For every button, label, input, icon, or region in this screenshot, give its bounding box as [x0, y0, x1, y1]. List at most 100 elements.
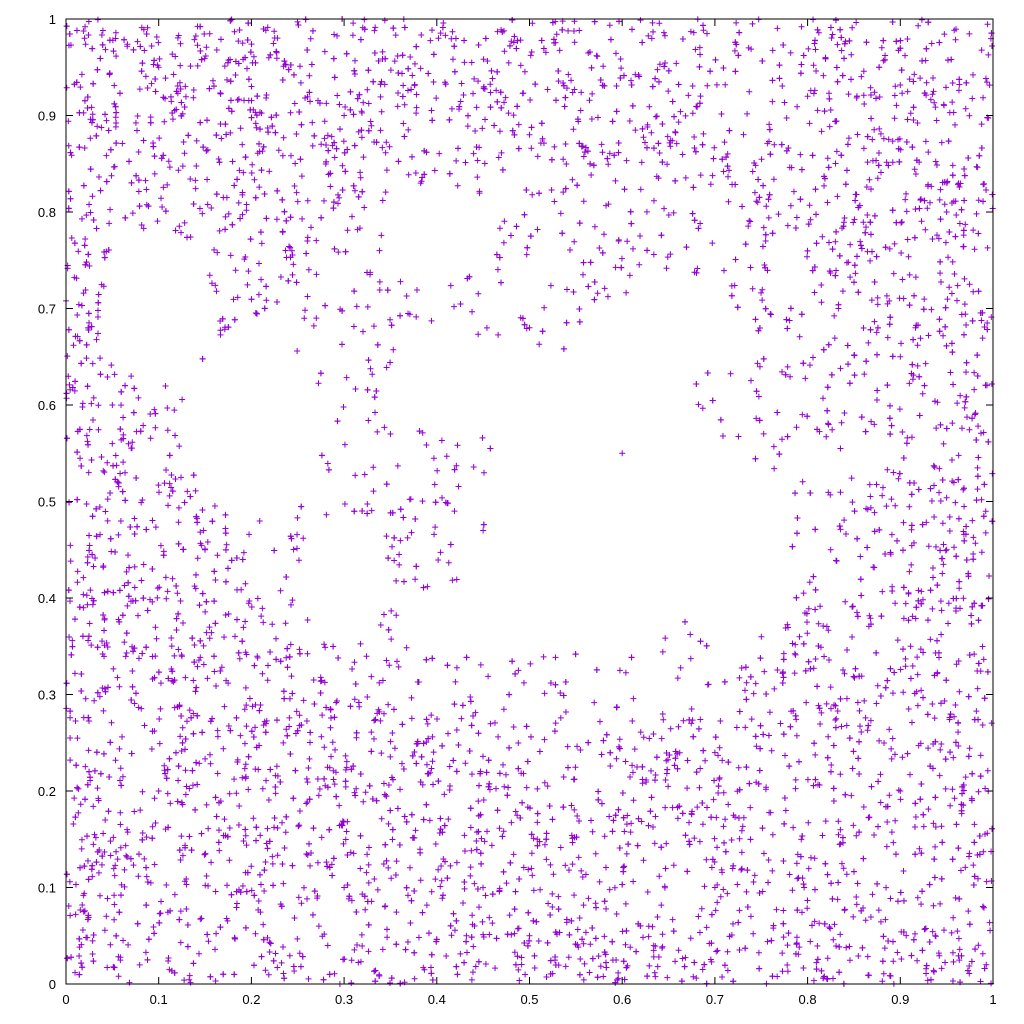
data-point: [67, 149, 74, 156]
data-point: [263, 777, 270, 784]
data-point: [684, 757, 691, 764]
data-point: [731, 47, 738, 54]
data-point: [696, 929, 703, 936]
data-point: [156, 584, 163, 591]
data-point: [330, 767, 337, 774]
data-point: [831, 312, 838, 319]
data-point: [807, 665, 814, 672]
data-point: [873, 329, 880, 336]
data-point: [956, 184, 963, 191]
data-point: [214, 770, 221, 777]
data-point: [574, 926, 581, 933]
data-point: [800, 360, 807, 367]
data-point: [75, 809, 82, 816]
data-point: [837, 771, 844, 778]
data-point: [302, 307, 309, 314]
data-point: [596, 878, 603, 885]
data-point: [408, 897, 415, 904]
data-point: [842, 598, 849, 605]
data-point: [784, 621, 791, 628]
data-point: [914, 120, 921, 127]
data-point: [839, 288, 846, 295]
data-point: [827, 925, 834, 932]
data-point: [666, 139, 673, 146]
data-point: [544, 783, 551, 790]
data-point: [264, 934, 271, 941]
data-point: [924, 205, 931, 212]
data-point: [889, 938, 896, 945]
data-point: [421, 966, 428, 973]
data-point: [479, 753, 486, 760]
data-point: [156, 489, 163, 496]
data-point: [110, 963, 117, 970]
data-point: [402, 946, 409, 953]
data-point: [390, 346, 397, 353]
data-point: [477, 661, 484, 668]
data-point: [122, 653, 129, 660]
data-point: [221, 326, 228, 333]
data-point: [157, 680, 164, 687]
data-point: [854, 535, 861, 542]
data-point: [393, 577, 400, 584]
data-point: [770, 443, 777, 450]
data-point: [848, 51, 855, 58]
data-point: [869, 136, 876, 143]
data-point: [721, 139, 728, 146]
data-point: [82, 287, 89, 294]
data-point: [956, 585, 963, 592]
data-point: [961, 172, 968, 179]
data-point: [949, 162, 956, 169]
data-point: [119, 612, 126, 619]
data-point: [429, 655, 436, 662]
data-point: [780, 650, 787, 657]
data-point: [364, 694, 371, 701]
data-point: [530, 887, 537, 894]
data-point: [194, 62, 201, 69]
data-point: [973, 163, 980, 170]
data-point: [929, 75, 936, 82]
data-point: [487, 104, 494, 111]
data-point: [753, 743, 760, 750]
data-point: [348, 213, 355, 220]
data-point: [831, 335, 838, 342]
data-point: [932, 104, 939, 111]
data-point: [461, 37, 468, 44]
data-point: [262, 858, 269, 865]
data-point: [660, 29, 667, 36]
data-point: [646, 103, 653, 110]
data-point: [964, 414, 971, 421]
data-point: [299, 215, 306, 222]
data-point: [248, 41, 255, 48]
data-point: [387, 67, 394, 74]
data-point: [381, 424, 388, 431]
data-point: [850, 868, 857, 875]
data-point: [965, 908, 972, 915]
data-point: [273, 635, 280, 642]
data-point: [950, 381, 957, 388]
data-point: [547, 911, 554, 918]
data-point: [264, 825, 271, 832]
data-point: [293, 545, 300, 552]
data-point: [756, 890, 763, 897]
data-point: [629, 769, 636, 776]
data-point: [252, 724, 259, 731]
data-point: [396, 551, 403, 558]
data-point: [321, 679, 328, 686]
data-point: [903, 190, 910, 197]
data-point: [129, 439, 136, 446]
data-point: [919, 947, 926, 954]
data-point: [305, 975, 312, 982]
data-point: [793, 732, 800, 739]
data-point: [582, 929, 589, 936]
data-point: [866, 176, 873, 183]
data-point: [503, 880, 510, 887]
data-point: [754, 199, 761, 206]
data-point: [351, 659, 358, 666]
data-point: [394, 89, 401, 96]
data-point: [833, 942, 840, 949]
data-point: [453, 157, 460, 164]
data-point: [280, 880, 287, 887]
data-point: [825, 733, 832, 740]
data-point: [138, 221, 145, 228]
data-point: [237, 125, 244, 132]
